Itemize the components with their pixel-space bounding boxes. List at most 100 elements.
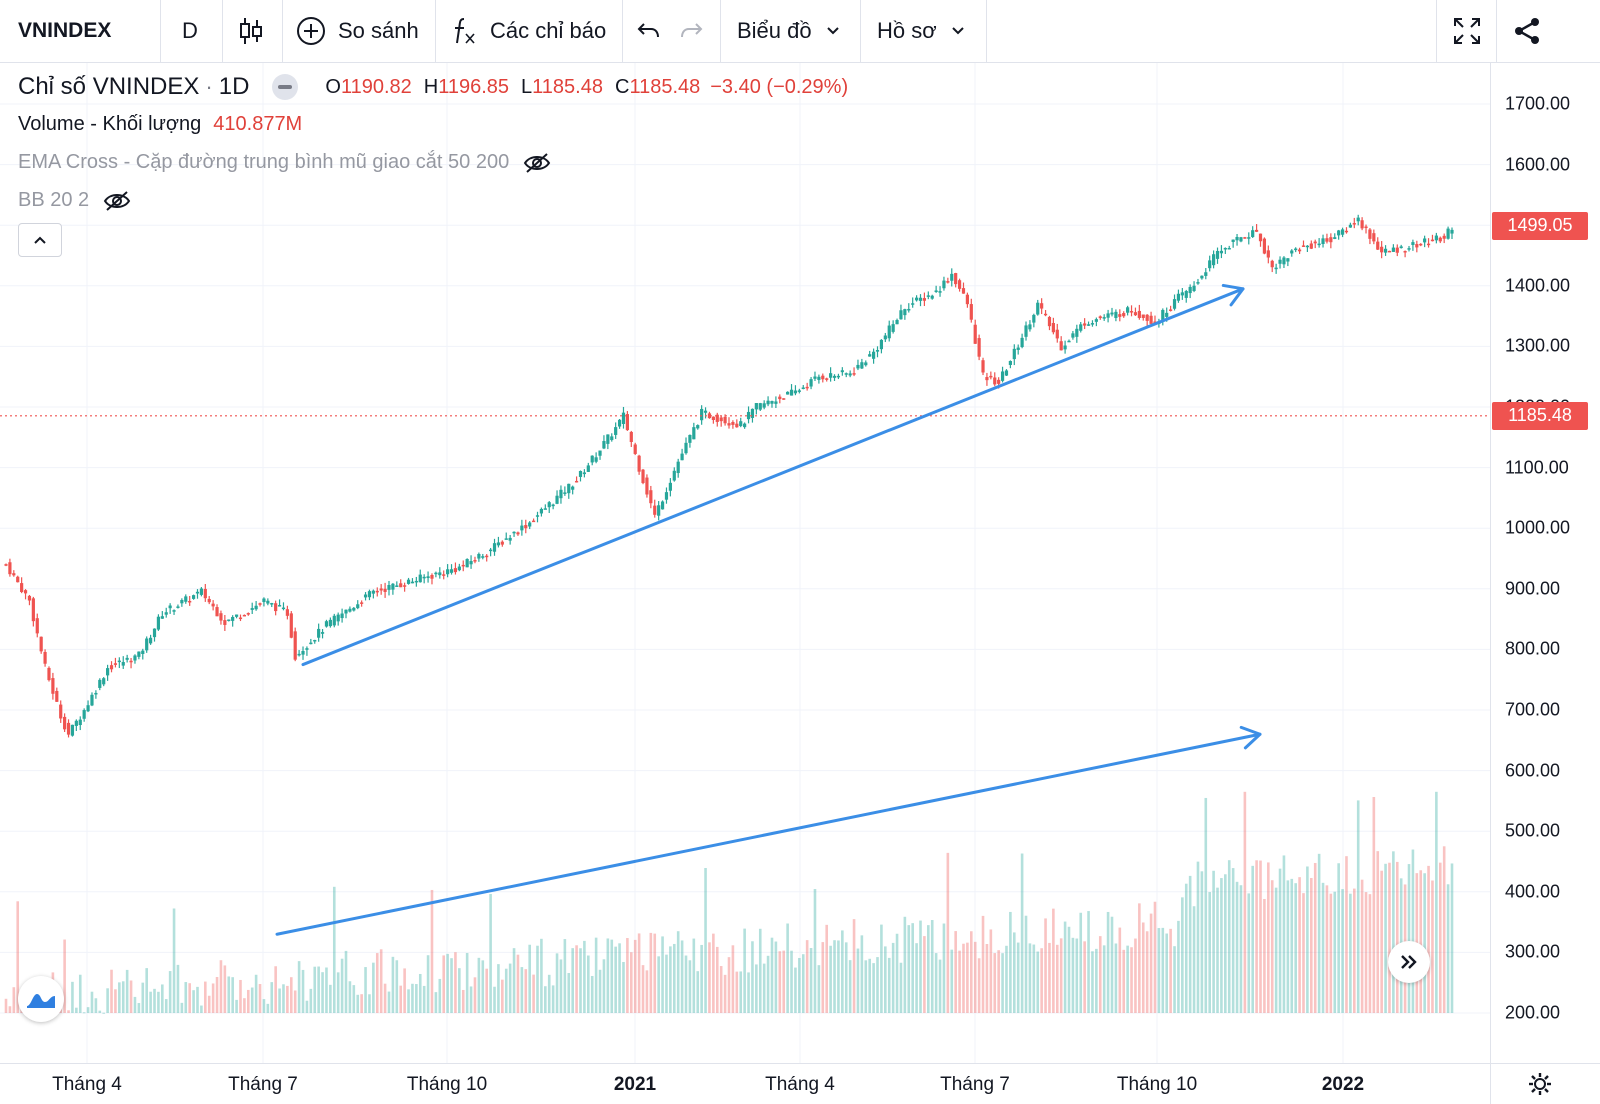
- scroll-to-realtime-button[interactable]: [1388, 941, 1430, 983]
- settings-corner[interactable]: [1490, 1063, 1600, 1104]
- candle-body: [942, 280, 946, 289]
- eye-off-icon[interactable]: [523, 152, 551, 174]
- volume-bar: [966, 942, 969, 1013]
- logo-button[interactable]: [18, 976, 64, 1022]
- candle-body: [12, 573, 16, 576]
- volume-bar: [1001, 953, 1004, 1013]
- volume-bar: [1247, 893, 1251, 1013]
- volume-bar: [157, 991, 160, 1013]
- candle-body: [645, 477, 649, 495]
- volume-bar: [1278, 868, 1282, 1013]
- legend-collapse-button[interactable]: [18, 223, 62, 257]
- volume-bar: [1263, 898, 1266, 1013]
- interval-button[interactable]: D: [182, 0, 198, 62]
- candle-body: [356, 604, 360, 609]
- volume-bar: [962, 943, 965, 1013]
- volume-bar: [540, 938, 543, 1013]
- share-button[interactable]: [1512, 0, 1542, 62]
- candle-body: [508, 537, 512, 541]
- fullscreen-button[interactable]: [1452, 0, 1482, 62]
- minus-circle-icon[interactable]: [271, 73, 299, 101]
- candle-body: [1387, 250, 1392, 253]
- volume-bar: [286, 985, 289, 1013]
- volume-bar: [133, 996, 137, 1013]
- candle-body: [27, 595, 32, 601]
- volume-bar: [196, 986, 199, 1013]
- volume-bar: [1020, 853, 1024, 1013]
- candle-body: [1172, 299, 1177, 309]
- chart-menu-button[interactable]: Biểu đồ: [737, 0, 840, 62]
- volume-bar: [1126, 945, 1129, 1013]
- candle-body: [1258, 233, 1263, 242]
- candle-body: [821, 375, 825, 380]
- candle-body: [406, 579, 411, 584]
- candle-body: [23, 590, 28, 594]
- volume-bar: [266, 1003, 270, 1013]
- eye-off-icon[interactable]: [103, 190, 131, 212]
- volume-bar: [1196, 861, 1200, 1013]
- symbol-search-button[interactable]: VNINDEX: [18, 0, 111, 62]
- candle-body: [1176, 293, 1181, 301]
- candle-body: [950, 273, 954, 281]
- candle-body: [344, 609, 348, 614]
- indicators-button[interactable]: Các chỉ báo: [452, 0, 606, 62]
- candle-body: [1032, 314, 1036, 323]
- volume-bar: [825, 924, 829, 1013]
- price-scale[interactable]: 1700.001600.001500.001400.001300.001200.…: [1490, 63, 1600, 1063]
- undo-button[interactable]: [636, 0, 662, 62]
- candle-body: [1235, 236, 1239, 241]
- redo-button[interactable]: [678, 0, 704, 62]
- volume-bar: [1419, 870, 1423, 1013]
- volume-bar: [204, 981, 207, 1013]
- candle-body: [985, 377, 989, 381]
- candle-body: [43, 651, 47, 664]
- candle-body: [504, 538, 508, 540]
- candle-body: [778, 396, 782, 400]
- volume-bar: [1290, 878, 1294, 1013]
- volume-bar: [626, 938, 629, 1013]
- candle-body: [324, 621, 329, 627]
- candle-body: [1188, 286, 1192, 294]
- chart-pane[interactable]: Chỉ số VNINDEX · 1D O 1190.82 H 1196.85 …: [0, 63, 1490, 1063]
- volume-bar: [395, 960, 399, 1013]
- interval-label: D: [182, 18, 198, 43]
- price-tick-label: 1700.00: [1505, 93, 1571, 114]
- fullscreen-icon: [1452, 16, 1482, 46]
- volume-bar: [864, 960, 868, 1013]
- candle-body: [1340, 229, 1345, 235]
- volume-bar: [149, 991, 152, 1013]
- compare-button[interactable]: So sánh: [296, 0, 419, 62]
- candle-body: [63, 716, 67, 730]
- volume-bar: [958, 950, 961, 1013]
- candle-body: [1434, 235, 1438, 241]
- volume-bar: [1274, 887, 1278, 1013]
- volume-bar: [1075, 938, 1079, 1013]
- volume-bar: [770, 937, 774, 1013]
- time-scale[interactable]: Tháng 4 Tháng 7 Tháng 10 2021 Tháng 4 Tháng 7…: [0, 1063, 1490, 1104]
- volume-bar: [1055, 944, 1059, 1013]
- volume-bar: [118, 982, 121, 1013]
- volume-bar: [1016, 942, 1020, 1013]
- candle-body: [973, 324, 977, 344]
- volume-bar: [75, 1007, 78, 1013]
- chart-style-button[interactable]: [238, 0, 264, 62]
- candle-body: [602, 441, 606, 449]
- volume-bar: [348, 981, 352, 1013]
- volume-bar: [106, 988, 109, 1013]
- candle-body: [320, 632, 325, 634]
- candle-body: [555, 495, 559, 504]
- candle-body: [512, 531, 516, 534]
- volume-bar: [579, 948, 582, 1013]
- volume-bar: [1442, 846, 1446, 1013]
- legend-o-key: O: [325, 75, 341, 98]
- candle-body: [766, 400, 770, 405]
- candle-body: [121, 662, 125, 666]
- candle-body: [825, 378, 829, 380]
- profile-menu-button[interactable]: Hồ sơ: [877, 0, 965, 62]
- wave-logo-icon: [25, 988, 57, 1010]
- volume-bar: [1376, 851, 1380, 1013]
- volume-bar: [1384, 863, 1387, 1013]
- price-tick-label: 800.00: [1505, 638, 1561, 659]
- volume-bar: [364, 967, 367, 1013]
- candle-body: [782, 398, 786, 400]
